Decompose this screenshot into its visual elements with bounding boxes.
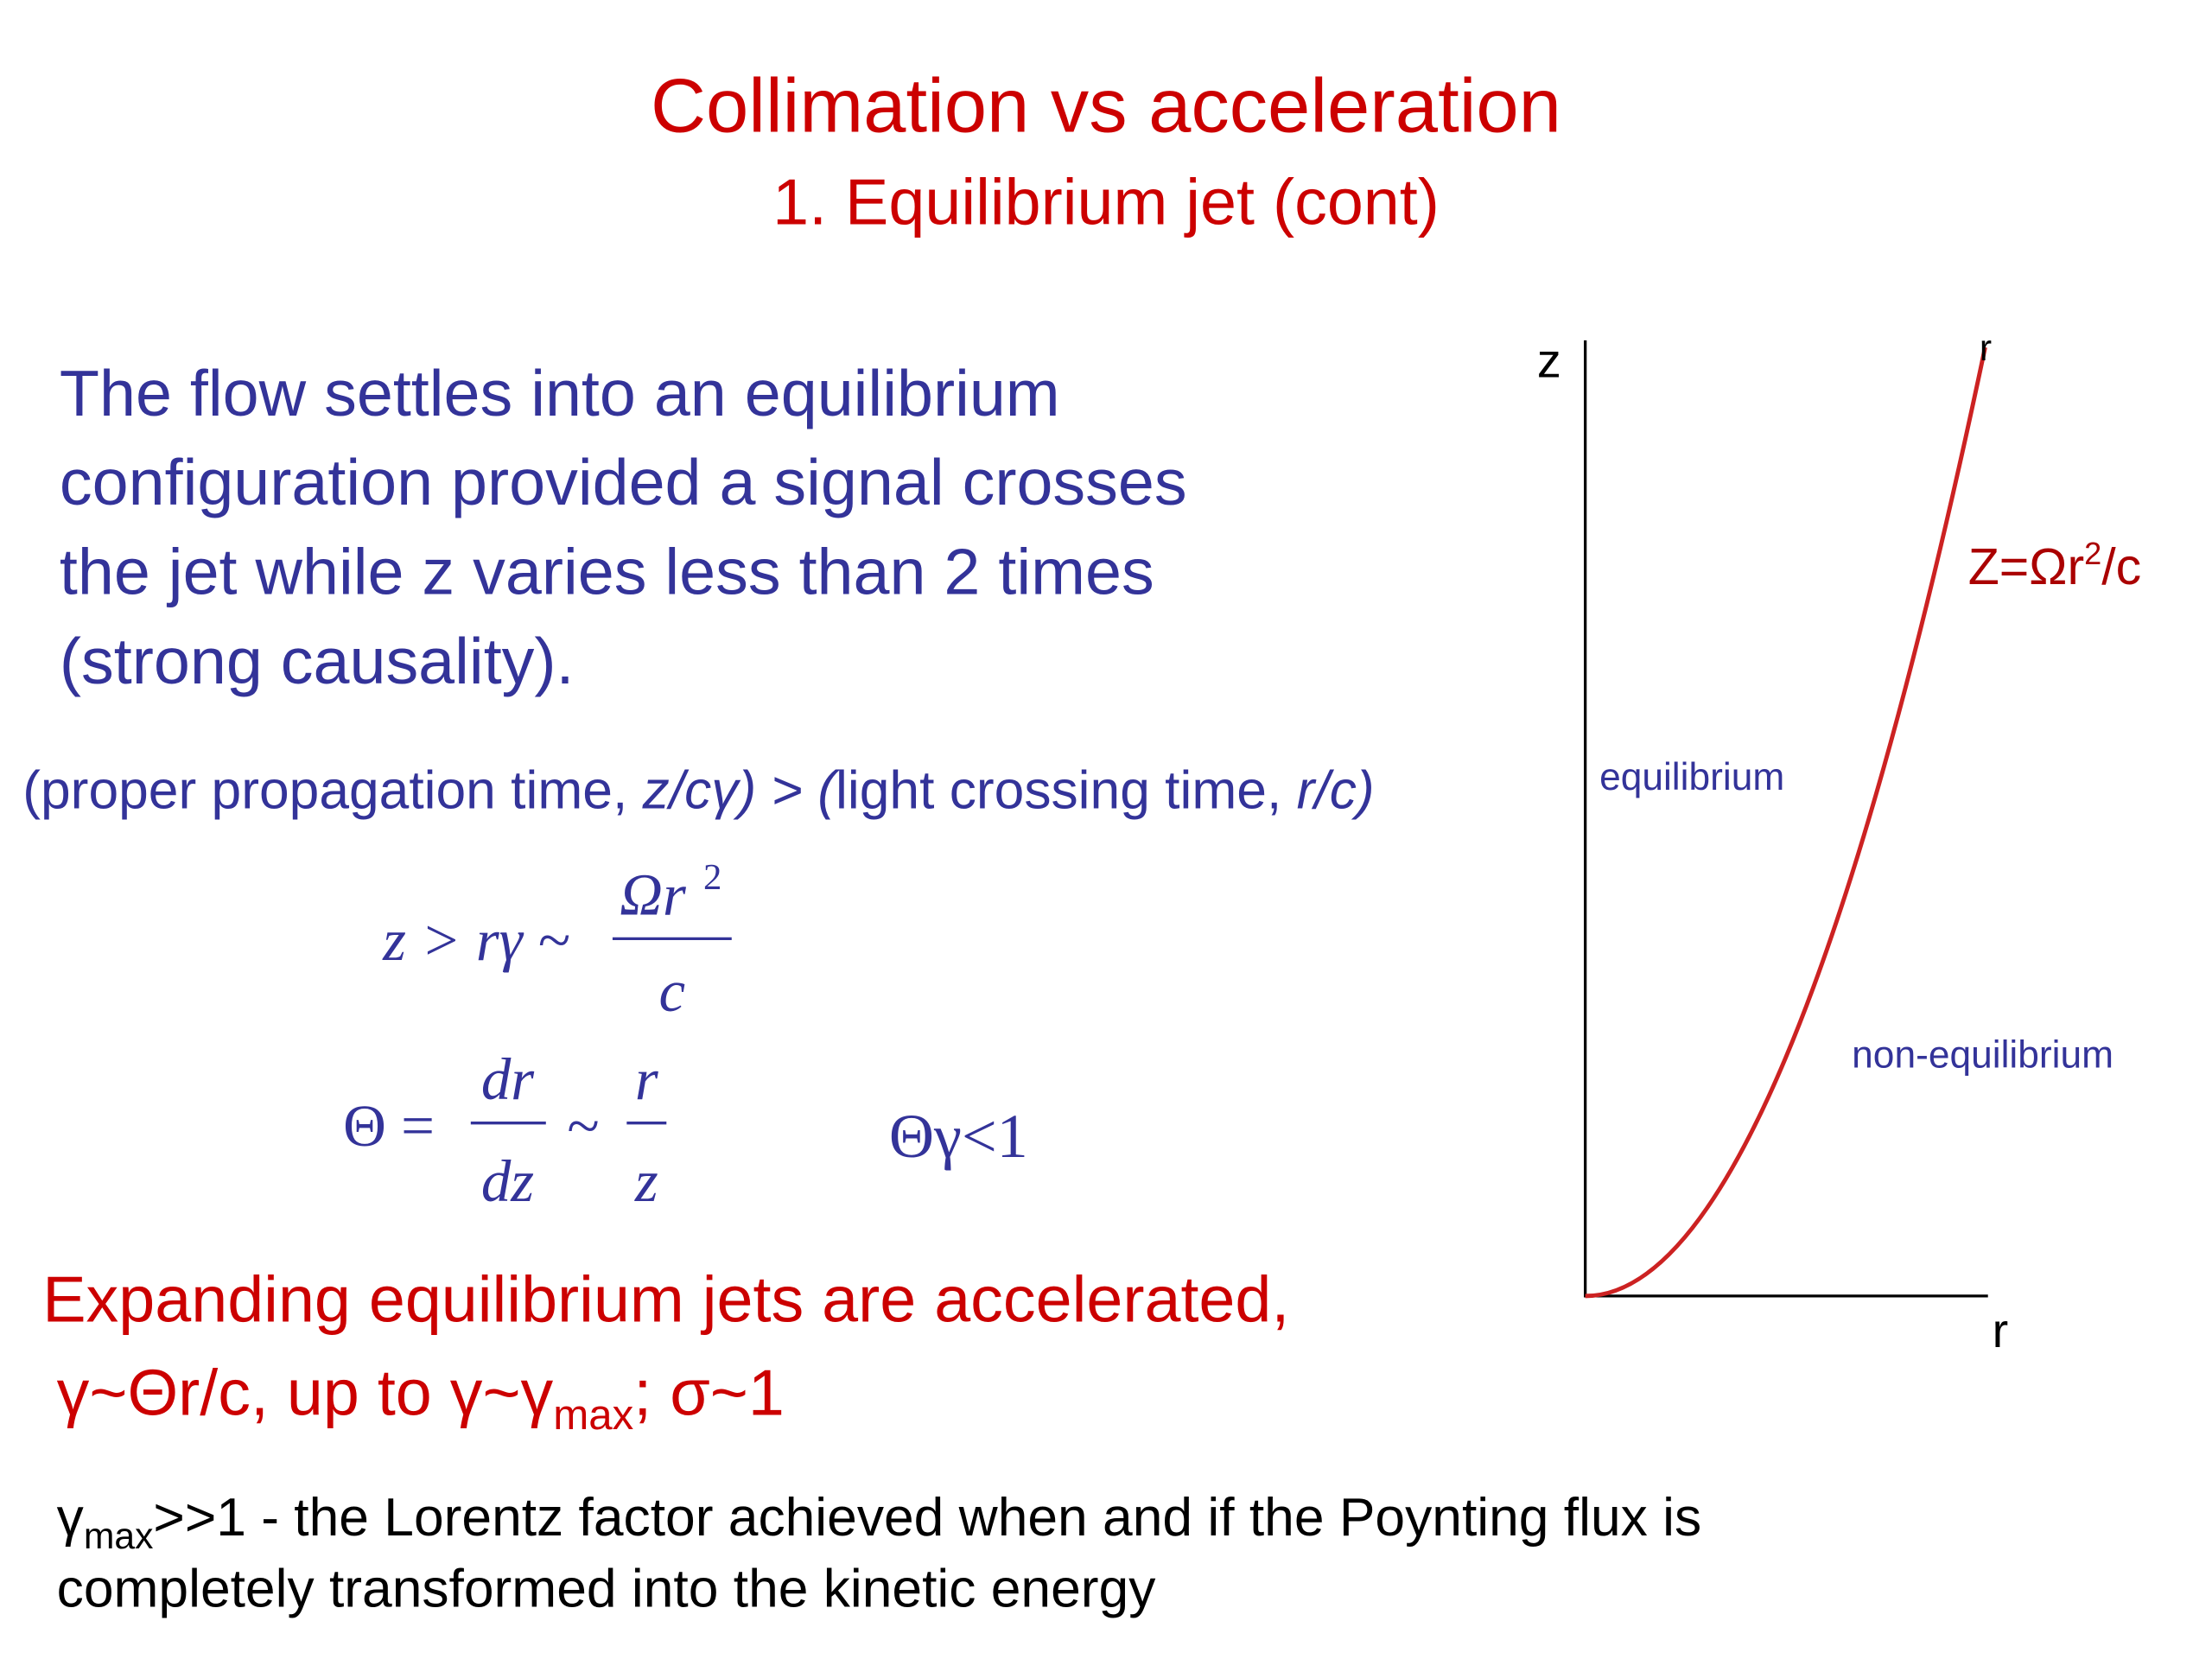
equation-lhs: Θ =: [343, 1093, 435, 1159]
paragraph-line: configuration provided a signal crosses: [60, 446, 1187, 518]
diagram: z r r Z=Ωr2/c equilibrium non-equilibriu…: [1537, 327, 2141, 1357]
paragraph-line: (strong causality).: [60, 625, 575, 697]
conclusion-part: ; σ~1: [633, 1357, 785, 1429]
equation-1: z > rγ ~ Ωr 2 c: [382, 857, 732, 1024]
conclusion-part: γ~Θr/c, up to γ~γ: [57, 1357, 554, 1429]
condition-part: (proper propagation time,: [22, 760, 642, 820]
footnote-line: γmax>>1 - the Lorentz factor achieved wh…: [57, 1488, 1702, 1557]
r-top-label: r: [1980, 327, 1992, 369]
footnote-line: completely transformed into the kinetic …: [57, 1559, 1157, 1618]
equation-numerator: r: [635, 1046, 659, 1112]
paragraph: The flow settles into an equilibrium con…: [60, 357, 1187, 697]
equation-2: Θ = dr dz ~ r z Θγ<1: [343, 1046, 1028, 1214]
curve-label-part: /c: [2101, 538, 2141, 595]
equation-denominator: z: [634, 1148, 658, 1214]
title: Collimation vs acceleration: [651, 63, 1561, 149]
region-label: equilibrium: [1599, 756, 1784, 798]
condition: (proper propagation time, z/cγ) > (light…: [22, 760, 1374, 820]
equation-denominator: c: [659, 958, 686, 1024]
equation-numerator: Ωr: [620, 861, 687, 927]
paragraph-line: The flow settles into an equilibrium: [60, 357, 1060, 429]
condition-part: light crossing time,: [836, 760, 1297, 820]
region-label: non-equilibrium: [1852, 1034, 2113, 1077]
equation-denominator: dz: [481, 1148, 534, 1214]
condition-part: z/cγ) > (: [642, 760, 842, 820]
condition-part: r/c): [1297, 760, 1375, 820]
curve: [1585, 346, 1987, 1299]
equation-exponent: 2: [703, 857, 721, 898]
z-axis-label: z: [1537, 334, 1561, 388]
curve-label-exponent: 2: [2084, 536, 2101, 571]
footnote-part: >>1 - the Lorentz factor achieved when a…: [153, 1488, 1701, 1548]
equation-condition: Θγ<1: [889, 1102, 1028, 1171]
conclusion-line: γ~Θr/c, up to γ~γmax; σ~1: [57, 1357, 785, 1439]
equation-tilde: ~: [567, 1093, 599, 1159]
paragraph-line: the jet while z varies less than 2 times: [60, 536, 1154, 608]
equation-numerator: dr: [481, 1046, 535, 1112]
footnote-subscript: max: [84, 1516, 154, 1557]
r-axis-label: r: [1993, 1303, 2009, 1357]
curve-label-part: Z=Ωr: [1968, 538, 2084, 595]
conclusion-subscript: max: [553, 1391, 633, 1439]
subtitle: 1. Equilibrium jet (cont): [772, 165, 1440, 238]
equation-lhs: z > rγ ~: [382, 907, 569, 973]
curve-label: Z=Ωr2/c: [1968, 536, 2141, 595]
footnote-part: γ: [57, 1488, 84, 1548]
conclusion-line: Expanding equilibrium jets are accelerat…: [42, 1262, 1289, 1335]
